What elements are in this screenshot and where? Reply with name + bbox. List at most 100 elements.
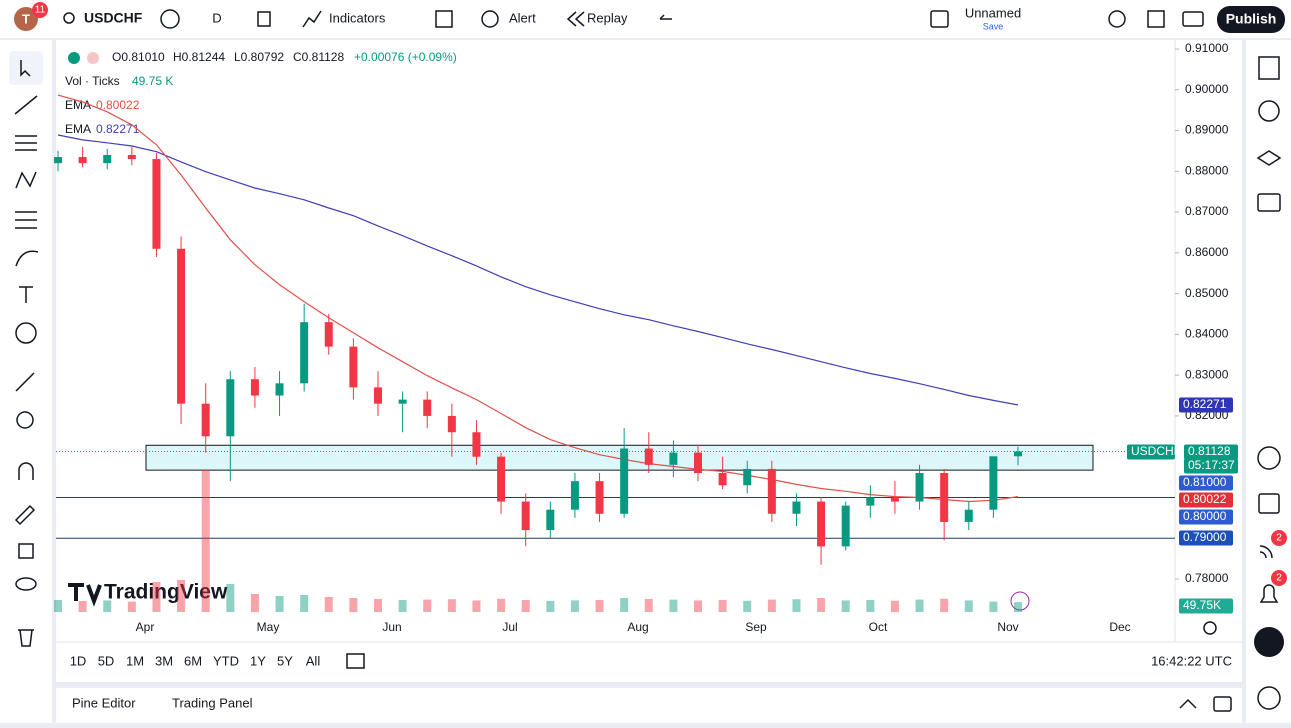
badge: [1271, 570, 1287, 586]
fib-tool[interactable]: [15, 135, 37, 151]
ema-value: 0.80022: [96, 98, 140, 112]
range-button[interactable]: 1M: [126, 653, 144, 668]
apps-button[interactable]: [1254, 627, 1284, 657]
replay-icon[interactable]: [566, 11, 585, 27]
trash-tool[interactable]: [18, 629, 34, 647]
magnet-tool[interactable]: [18, 462, 34, 480]
watchlist[interactable]: [1258, 56, 1280, 80]
ideas[interactable]: [1259, 545, 1273, 559]
pattern-tool[interactable]: [15, 171, 37, 189]
cursor-tool[interactable]: [20, 60, 31, 77]
notifications[interactable]: [1259, 584, 1279, 603]
volume-bar: [743, 600, 752, 612]
templates[interactable]: [435, 10, 453, 28]
fullscreen[interactable]: [1147, 10, 1165, 28]
add-symbol[interactable]: [160, 9, 180, 29]
candle-body: [127, 155, 136, 160]
candle-body: [1014, 451, 1022, 457]
alert[interactable]: Alert: [509, 10, 536, 25]
volume-bar: [1014, 602, 1022, 612]
volume-bar: [521, 600, 530, 612]
candle-body: [620, 448, 629, 514]
symbol[interactable]: USDCHF: [84, 10, 143, 26]
drawing-mode[interactable]: [14, 504, 36, 526]
candle-body: [177, 248, 186, 404]
search-icon[interactable]: [63, 12, 75, 24]
ruler-tool[interactable]: [15, 372, 35, 392]
volume-bar: [374, 599, 382, 612]
range-button[interactable]: 1Y: [250, 653, 266, 668]
trendline-tool[interactable]: [14, 95, 38, 115]
hide-tool[interactable]: [15, 577, 37, 591]
ema-line: [57, 94, 1019, 503]
volume-bar: [447, 599, 456, 612]
range-button[interactable]: 1D: [70, 653, 87, 668]
tool-active[interactable]: [9, 51, 43, 85]
candle-body: [250, 379, 259, 396]
chart-panel: [56, 40, 1242, 682]
ema-name: EMA: [65, 98, 91, 112]
ema-name: EMA: [65, 122, 91, 136]
interval[interactable]: D: [212, 10, 221, 25]
chart-type[interactable]: [257, 11, 271, 27]
range-button[interactable]: YTD: [213, 653, 239, 668]
layout-name[interactable]: Unnamed: [965, 5, 1021, 20]
candle-body: [226, 379, 235, 437]
indicators-icon[interactable]: [302, 10, 322, 28]
emoji-tool[interactable]: [15, 322, 37, 344]
range-button[interactable]: 3M: [155, 653, 173, 668]
y-tick-label: 0.86000: [1185, 245, 1229, 259]
x-tick-label: Oct: [869, 620, 888, 634]
volume-bar: [398, 600, 407, 612]
settings[interactable]: [1108, 10, 1126, 28]
trading-panel[interactable]: Trading Panel: [172, 695, 253, 710]
zoom-tool[interactable]: [16, 411, 34, 429]
help[interactable]: [1257, 686, 1281, 710]
volume-bar: [177, 580, 186, 612]
candle-body: [472, 432, 481, 457]
text-tool[interactable]: [19, 286, 33, 303]
pine-editor[interactable]: Pine Editor: [72, 695, 136, 710]
alert-icon[interactable]: [481, 10, 499, 28]
collapse[interactable]: [1179, 698, 1197, 709]
snapshot[interactable]: [1182, 11, 1204, 27]
clock: 16:42:22 UTC: [1151, 653, 1232, 668]
event-marker[interactable]: [1010, 591, 1030, 611]
badge: [32, 2, 48, 18]
publish[interactable]: Publish: [1226, 11, 1277, 27]
maximize[interactable]: [1213, 696, 1232, 712]
range-button[interactable]: All: [306, 653, 321, 668]
candle-body: [989, 456, 998, 510]
forecast-tool[interactable]: [15, 211, 37, 229]
brush-tool[interactable]: [15, 250, 39, 267]
chat[interactable]: [1257, 193, 1281, 212]
indicators[interactable]: Indicators: [329, 10, 386, 25]
alerts-side[interactable]: [1258, 100, 1280, 122]
range-button[interactable]: 6M: [184, 653, 202, 668]
badge-count: 2: [1276, 533, 1282, 544]
calendar[interactable]: [1258, 493, 1280, 514]
bottom-panel: [56, 688, 1242, 723]
axis-settings[interactable]: [1203, 621, 1217, 635]
candle-body: [743, 468, 752, 486]
date-range[interactable]: [346, 653, 365, 669]
candle-body: [103, 155, 112, 164]
price-label: 0.82271: [1183, 397, 1227, 411]
layout-check[interactable]: [930, 10, 949, 28]
range-button[interactable]: 5D: [98, 653, 115, 668]
volume-bar: [817, 598, 826, 612]
data-window[interactable]: [1256, 150, 1282, 166]
publish-button[interactable]: [1217, 6, 1285, 33]
undo[interactable]: [659, 14, 672, 20]
volume-bar: [694, 600, 702, 612]
candle-body: [817, 501, 826, 547]
candle-body: [201, 403, 210, 437]
save[interactable]: Save: [983, 21, 1004, 31]
range-button[interactable]: 5Y: [277, 653, 293, 668]
targets[interactable]: [1257, 446, 1281, 470]
price-label-box: [1184, 458, 1238, 474]
avatar[interactable]: [14, 7, 38, 31]
replay[interactable]: Replay: [587, 10, 628, 25]
lock-tool[interactable]: [18, 543, 34, 559]
